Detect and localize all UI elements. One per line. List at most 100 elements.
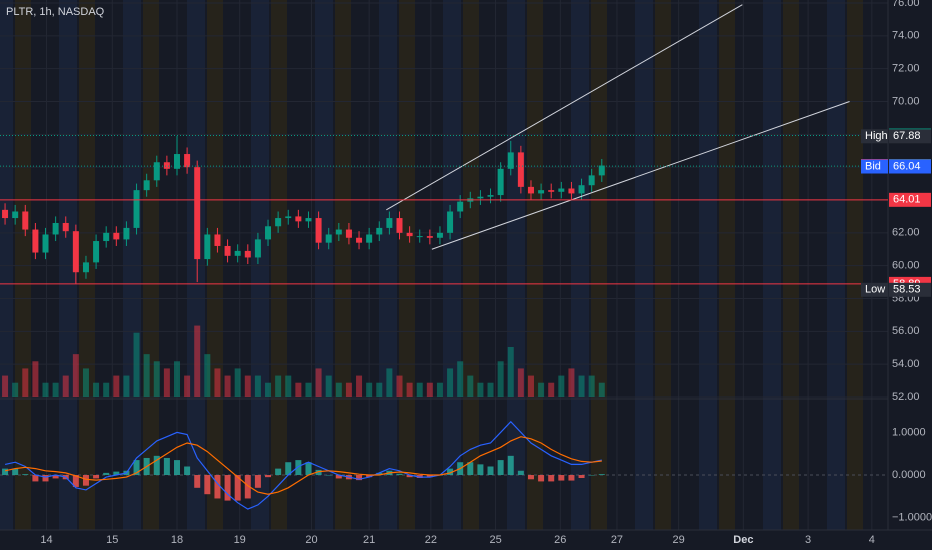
volume-bar (457, 361, 464, 397)
volume-bar (244, 375, 251, 397)
volume-bar (558, 375, 565, 397)
histogram-bar (194, 475, 201, 488)
candle-body (265, 226, 272, 240)
candle-body (93, 241, 100, 263)
volume-bar (82, 368, 89, 397)
candle-body (194, 167, 201, 260)
price-label-tag (861, 129, 888, 144)
histogram-bar (487, 466, 494, 476)
histogram-bar (507, 455, 514, 476)
volume-bar (93, 382, 100, 397)
histogram-bar (113, 471, 120, 476)
x-tick-label: 15 (106, 534, 118, 546)
histogram-bar (538, 475, 545, 482)
candle-body (325, 234, 332, 243)
candle-body (457, 201, 464, 212)
volume-bar (386, 368, 393, 397)
volume-bar (507, 347, 514, 397)
histogram-bar (52, 475, 59, 479)
candle-body (42, 234, 49, 253)
candle-body (62, 222, 69, 232)
volume-bar (173, 361, 180, 397)
histogram-bar (285, 462, 292, 476)
x-tick-label: 29 (673, 534, 685, 546)
histogram-bar (315, 469, 322, 476)
candle-body (32, 229, 39, 253)
price-label: 66.04 (893, 160, 921, 172)
histogram-bar (467, 462, 474, 476)
volume-bar (52, 382, 59, 397)
histogram-bar (32, 475, 39, 482)
candle-body (548, 190, 555, 192)
y-tick-label: 76.00 (892, 0, 920, 9)
price-label-box (889, 282, 931, 297)
volume-bar (426, 382, 433, 397)
histogram-bar (163, 457, 170, 476)
histogram-bar (2, 468, 9, 476)
volume-bar (598, 382, 605, 397)
candle-body (285, 216, 292, 219)
histogram-bar (275, 468, 282, 476)
candle-body (184, 154, 191, 168)
candle-body (295, 216, 302, 222)
histogram-bar (558, 475, 565, 481)
volume-bar (497, 361, 504, 397)
candle-body (123, 227, 130, 240)
volume-bar (517, 368, 524, 397)
histogram-bar (153, 455, 160, 476)
y-tick-label: 72.00 (892, 63, 920, 75)
volume-bar (538, 382, 545, 397)
y-tick-label: 62.00 (892, 227, 920, 239)
candle-body (204, 234, 211, 260)
histogram-bar (477, 464, 484, 476)
y2-tick-label: 0.0000 (892, 469, 926, 481)
x-tick-label: 26 (554, 534, 566, 546)
x-tick-label: 25 (489, 534, 501, 546)
volume-bar (325, 375, 332, 397)
volume-bar (123, 375, 130, 397)
histogram-bar (254, 475, 261, 488)
signal-line (4, 436, 602, 495)
price-label-name: Bid (865, 160, 881, 172)
x-tick-label: Dec (733, 534, 753, 546)
candle-body (315, 218, 322, 243)
chart-title: PLTR, 1h, NASDAQ (6, 6, 105, 18)
histogram-bar (335, 475, 342, 479)
volume-bar (254, 375, 261, 397)
price-label: 58.53 (893, 284, 921, 296)
volume-bar (103, 382, 110, 397)
histogram-bar (224, 475, 231, 501)
candle-body (244, 250, 251, 258)
volume-bar (113, 375, 120, 397)
volume-bar (22, 368, 29, 397)
histogram-bar (12, 468, 19, 476)
volume-bar (436, 382, 443, 397)
candle-body (538, 190, 545, 194)
volume-bar (143, 354, 150, 397)
price-label-tag (861, 282, 888, 297)
candle-body (487, 195, 494, 197)
y-tick-label: 54.00 (892, 358, 920, 370)
volume-bar (305, 382, 312, 397)
histogram-bar (376, 472, 383, 476)
x-tick-label: 27 (611, 534, 623, 546)
histogram-bar (325, 475, 332, 476)
volume-bar (62, 375, 69, 397)
histogram-bar (184, 466, 191, 476)
volume-bar (285, 375, 292, 397)
histogram-bar (356, 475, 363, 481)
volume-bar (477, 382, 484, 397)
candle-body (376, 227, 383, 235)
volume-bar (133, 332, 140, 397)
candle-body (52, 222, 59, 235)
volume-bar (376, 382, 383, 397)
volume-bar (265, 382, 272, 397)
x-tick-label: 21 (363, 534, 375, 546)
trend-line (386, 4, 743, 211)
histogram-bar (93, 475, 100, 479)
price-label-box (889, 159, 931, 174)
histogram-bar (214, 475, 221, 499)
candle-body (406, 232, 413, 237)
histogram-bar (244, 475, 251, 499)
candle-body (447, 211, 454, 233)
